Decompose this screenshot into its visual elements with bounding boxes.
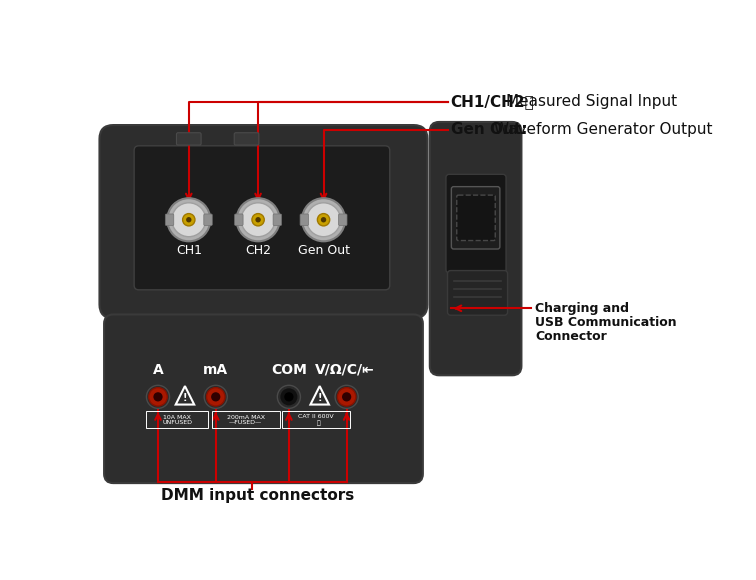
Text: 200mA MAX
—FUSED—: 200mA MAX —FUSED— (227, 415, 265, 425)
FancyBboxPatch shape (134, 146, 390, 290)
FancyBboxPatch shape (234, 214, 243, 226)
Circle shape (342, 392, 352, 401)
Text: 10A MAX
UNFUSED: 10A MAX UNFUSED (163, 415, 192, 425)
Text: CH2: CH2 (245, 244, 271, 257)
FancyBboxPatch shape (204, 214, 212, 226)
Text: Waveform Generator Output: Waveform Generator Output (494, 122, 712, 137)
Text: V/Ω/C/⇤: V/Ω/C/⇤ (314, 363, 374, 377)
Circle shape (277, 385, 300, 408)
Text: Charging and: Charging and (535, 302, 629, 315)
Circle shape (147, 385, 169, 408)
FancyBboxPatch shape (339, 214, 347, 226)
FancyBboxPatch shape (234, 133, 259, 145)
Circle shape (318, 213, 330, 226)
Text: Gen Out:: Gen Out: (451, 122, 527, 137)
Text: USB Communication: USB Communication (535, 316, 677, 329)
FancyBboxPatch shape (451, 187, 500, 249)
Circle shape (172, 203, 206, 237)
Circle shape (337, 387, 356, 406)
Circle shape (153, 392, 163, 401)
Circle shape (256, 217, 261, 223)
Circle shape (206, 387, 225, 406)
Text: mA: mA (203, 363, 228, 377)
Circle shape (237, 198, 280, 241)
FancyBboxPatch shape (430, 122, 522, 375)
Circle shape (335, 385, 358, 408)
FancyBboxPatch shape (446, 175, 506, 273)
Circle shape (167, 198, 210, 241)
Circle shape (211, 392, 220, 401)
Circle shape (186, 217, 191, 223)
Text: A: A (153, 363, 163, 377)
FancyBboxPatch shape (176, 133, 201, 145)
Text: Measured Signal Input: Measured Signal Input (506, 95, 677, 110)
Circle shape (307, 203, 340, 237)
Circle shape (204, 385, 228, 408)
Circle shape (284, 392, 293, 401)
FancyBboxPatch shape (100, 125, 427, 318)
Text: COM: COM (271, 363, 307, 377)
Circle shape (280, 387, 298, 406)
Circle shape (183, 213, 195, 226)
FancyBboxPatch shape (448, 270, 507, 316)
Text: CH1: CH1 (176, 244, 202, 257)
Circle shape (149, 387, 167, 406)
Text: !: ! (318, 393, 322, 404)
FancyBboxPatch shape (104, 314, 423, 483)
FancyBboxPatch shape (273, 214, 281, 226)
FancyBboxPatch shape (457, 195, 495, 241)
Circle shape (321, 217, 327, 223)
Text: CAT II 600V
   ⏚: CAT II 600V ⏚ (298, 414, 333, 426)
FancyBboxPatch shape (300, 214, 308, 226)
Text: DMM input connectors: DMM input connectors (162, 488, 355, 503)
Circle shape (241, 203, 275, 237)
Text: Gen Out: Gen Out (298, 244, 349, 257)
Circle shape (252, 213, 265, 226)
Text: CH1/CH2：: CH1/CH2： (451, 95, 534, 110)
Text: Connector: Connector (535, 329, 607, 343)
Text: !: ! (183, 393, 187, 404)
FancyBboxPatch shape (166, 214, 174, 226)
Circle shape (302, 198, 345, 241)
